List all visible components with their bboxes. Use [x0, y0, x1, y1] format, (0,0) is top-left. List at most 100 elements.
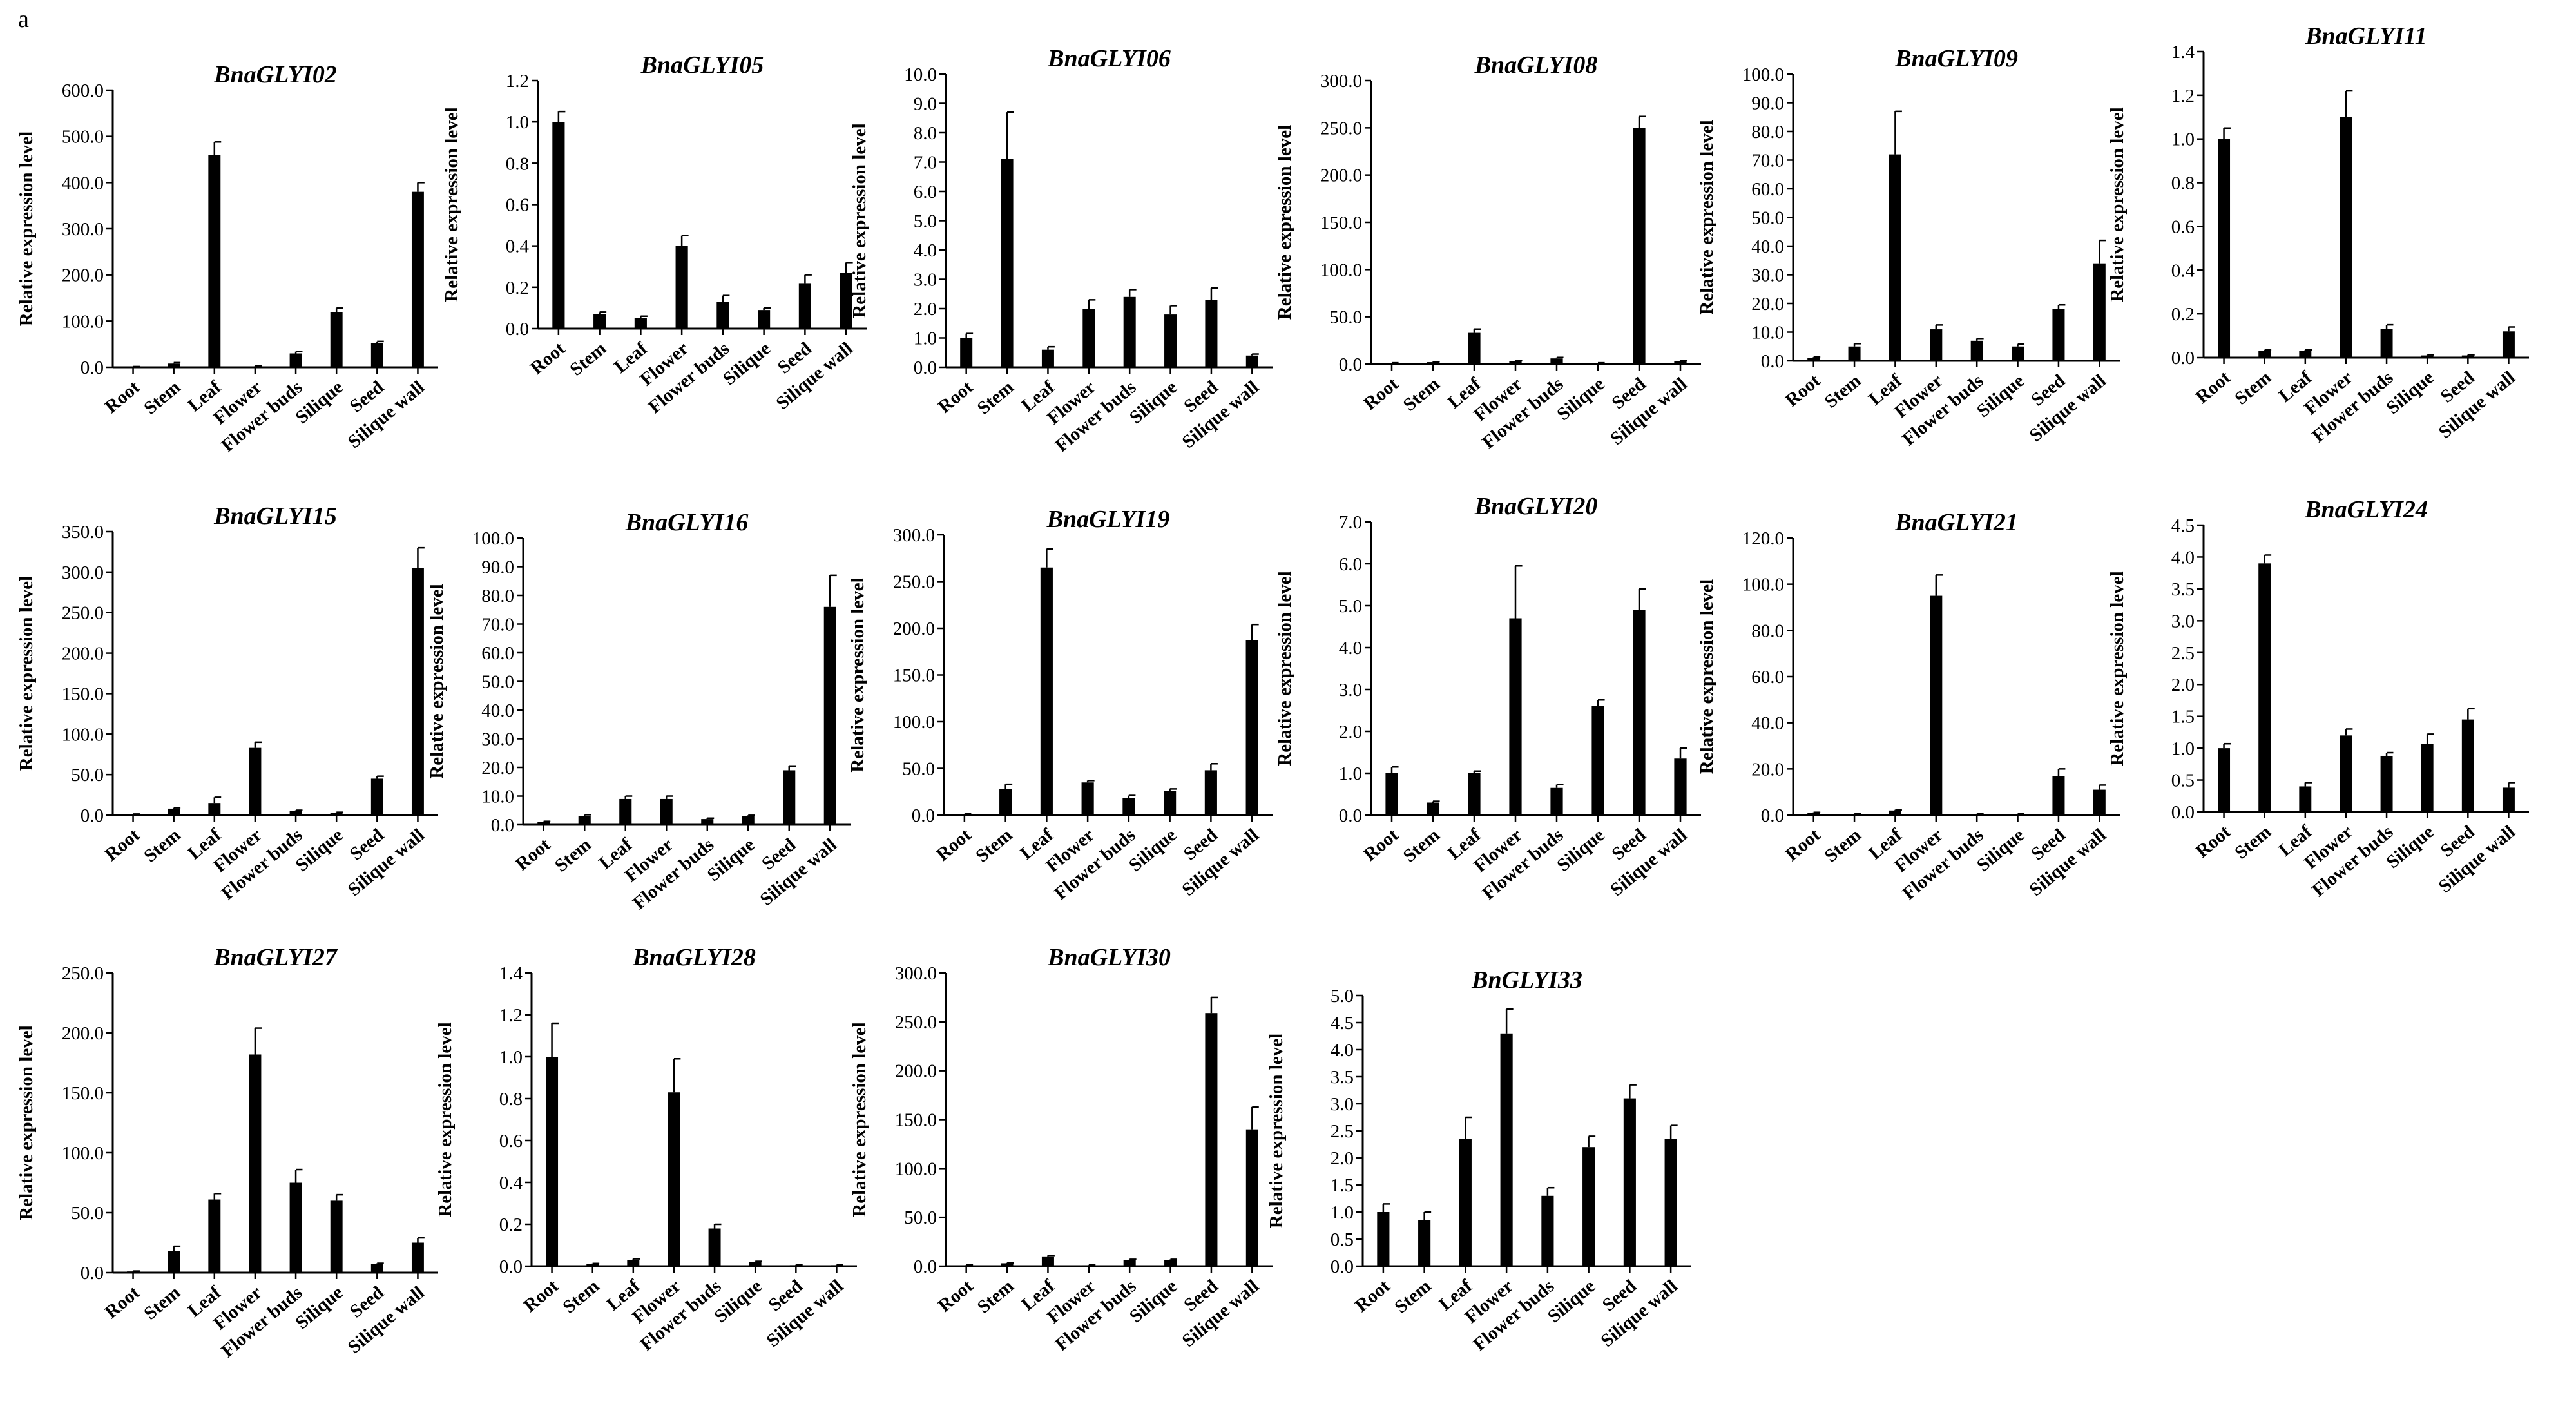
y-tick-label: 0.8 [499, 1089, 523, 1110]
x-tick-label: Stem [1390, 1276, 1435, 1318]
bar-flower-buds [701, 819, 714, 825]
bar-root [537, 822, 550, 825]
y-tick-label: 50.0 [1751, 208, 1784, 229]
y-tick-label: 40.0 [481, 700, 514, 721]
bar-leaf [1889, 810, 1901, 815]
bar-flower [660, 798, 673, 825]
x-tick-label: Silique [1973, 371, 2028, 422]
x-tick-label: Silique [1125, 825, 1180, 876]
y-tick-label: 30.0 [481, 729, 514, 750]
y-tick-label: 50.0 [481, 672, 514, 693]
y-tick-label: 1.0 [2171, 738, 2195, 759]
y-tick-label: 5.0 [1339, 596, 1362, 617]
y-tick-label: 0.6 [499, 1131, 523, 1151]
y-tick-label: 0.4 [499, 1173, 523, 1193]
y-tick-label: 0.4 [506, 236, 530, 257]
chart-BnGLYI33: BnGLYI33 Relative expression level 0.0 0.5 1… [1266, 967, 1691, 1355]
x-tick-label: Silique [292, 825, 347, 876]
y-tick-label: 0.0 [2171, 348, 2195, 369]
bar-silique [1582, 1147, 1595, 1266]
x-tick-label: Stem [974, 1276, 1018, 1318]
bar-silique [1164, 314, 1177, 367]
bar-seed [2052, 776, 2065, 815]
chart-title: BnaGLYI16 [625, 509, 749, 536]
y-tick-label: 50.0 [1329, 307, 1362, 328]
y-tick-label: 100.0 [62, 311, 104, 332]
bar-leaf [208, 803, 221, 815]
y-tick-label: 0.6 [506, 195, 529, 216]
bar-silique [2421, 355, 2434, 358]
chart-title: BnaGLYI30 [1047, 944, 1171, 971]
y-tick-label: 50.0 [902, 759, 935, 780]
y-tick-label: 250.0 [62, 963, 104, 984]
chart-BnaGLYI19: BnaGLYI19 Relative expression level 0.0 50.… [847, 506, 1273, 904]
y-tick-label: 0.5 [2171, 771, 2195, 791]
y-tick-label: 200.0 [62, 644, 104, 664]
bar-stem [168, 1251, 180, 1273]
bar-seed [783, 770, 796, 825]
y-tick-label: 0.8 [2171, 173, 2195, 194]
y-axis-label: Relative expression level [16, 1025, 37, 1220]
y-tick-label: 150.0 [62, 1083, 104, 1104]
y-tick-label: 1.0 [914, 329, 937, 349]
y-tick-label: 0.0 [506, 319, 529, 340]
x-tick-label: Stem [1399, 374, 1444, 416]
bar-root [1385, 363, 1398, 365]
x-tick-label: Root [2192, 822, 2235, 862]
chart-title: BnaGLYI05 [640, 52, 764, 79]
y-tick-label: 0.0 [914, 358, 937, 378]
bar-seed [370, 778, 383, 815]
bar-silique-wall [830, 1265, 843, 1267]
y-axis-label: Relative expression level [2107, 107, 2128, 302]
bar-silique [1591, 363, 1604, 365]
x-tick-label: Silique [1126, 377, 1181, 429]
y-tick-label: 0.0 [912, 805, 935, 826]
bar-silique [330, 1200, 343, 1273]
bar-flower [1082, 1265, 1095, 1267]
y-tick-label: 0.0 [914, 1257, 937, 1277]
bar-flower [675, 246, 688, 329]
y-tick-label: 300.0 [62, 563, 104, 583]
y-tick-label: 4.0 [914, 240, 937, 261]
bar-leaf [208, 1199, 221, 1273]
y-tick-label: 200.0 [62, 265, 104, 286]
bar-seed [2461, 719, 2474, 812]
y-tick-label: 7.0 [914, 153, 937, 173]
y-tick-label: 60.0 [1751, 179, 1784, 200]
y-tick-label: 1.0 [506, 112, 529, 133]
y-tick-label: 0.0 [1761, 805, 1784, 826]
y-tick-label: 50.0 [904, 1208, 937, 1228]
bar-leaf [2299, 786, 2312, 812]
y-axis-label: Relative expression level [1697, 579, 1717, 774]
bar-stem [1001, 1263, 1014, 1266]
y-tick-label: 0.0 [1331, 1257, 1354, 1277]
y-tick-label: 70.0 [481, 615, 514, 635]
y-axis-label: Relative expression level [16, 576, 37, 771]
y-tick-label: 2.5 [1331, 1121, 1354, 1142]
bar-leaf [627, 1260, 640, 1266]
x-tick-label: Root [101, 1282, 144, 1323]
y-tick-label: 300.0 [893, 525, 935, 546]
x-tick-label: Silique [1553, 825, 1608, 876]
y-tick-label: 1.0 [2171, 130, 2195, 150]
bar-silique [742, 816, 755, 825]
y-tick-label: 4.5 [2171, 515, 2195, 536]
y-tick-label: 1.0 [1339, 764, 1362, 784]
y-tick-label: 1.2 [2171, 86, 2195, 106]
y-tick-label: 0.4 [2171, 260, 2195, 281]
y-tick-label: 1.0 [1331, 1202, 1354, 1223]
bar-silique-wall [411, 568, 424, 815]
chart-title: BnaGLYI28 [632, 944, 756, 971]
y-tick-label: 100.0 [893, 712, 935, 733]
bar-flower [1509, 618, 1522, 815]
bar-silique [1164, 1260, 1177, 1266]
y-tick-label: 40.0 [1751, 713, 1784, 734]
bar-silique-wall [1674, 758, 1687, 815]
bar-flower-buds [716, 302, 729, 329]
chart-title: BnaGLYI19 [1046, 506, 1170, 533]
bar-seed [370, 343, 383, 367]
y-axis-label: Relative expression level [847, 577, 868, 772]
bar-leaf [1889, 154, 1901, 361]
y-axis-label: Relative expression level [849, 1022, 870, 1217]
bar-leaf [619, 798, 632, 825]
